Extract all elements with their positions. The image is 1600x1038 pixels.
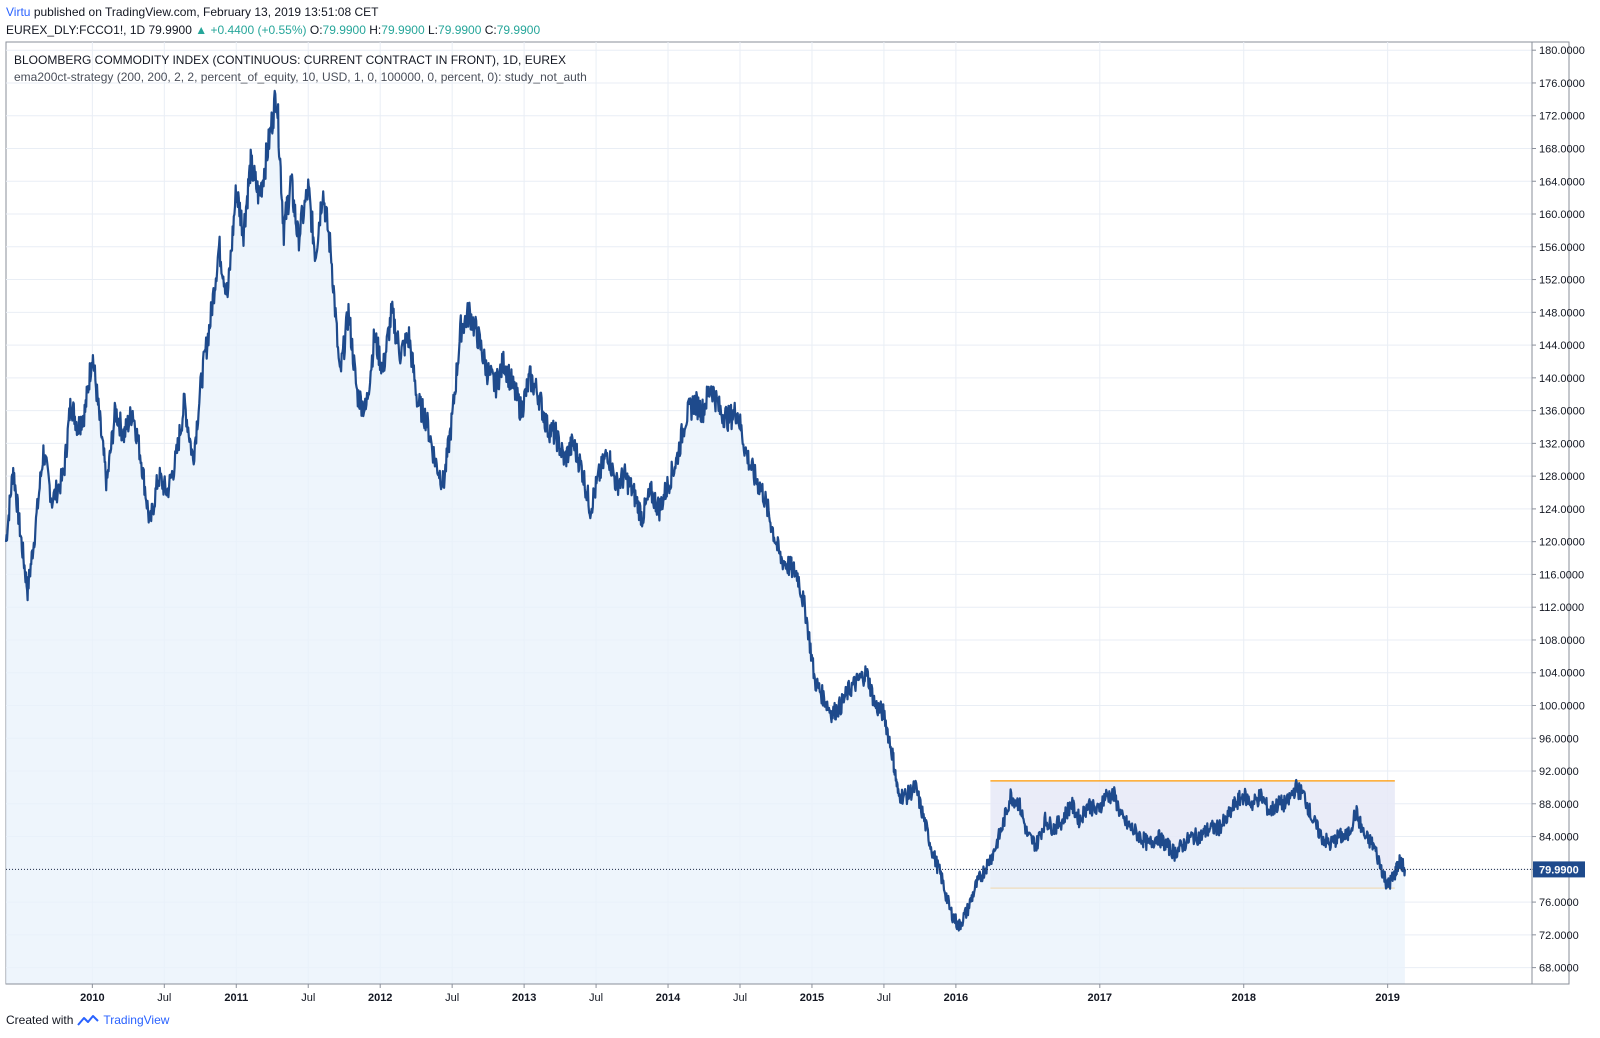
tradingview-logo-icon — [77, 1015, 100, 1026]
x-tick-label: 2011 — [224, 992, 248, 1004]
y-tick-label: 100.0000 — [1539, 700, 1585, 712]
study-legend: ema200ct-strategy (200, 200, 2, 2, perce… — [14, 70, 587, 84]
last-price: 79.9900 — [148, 23, 192, 37]
y-tick-label: 84.0000 — [1539, 832, 1579, 844]
y-tick-label: 152.0000 — [1539, 275, 1585, 287]
y-tick-label: 68.0000 — [1539, 963, 1579, 975]
x-tick-label: 2018 — [1231, 992, 1255, 1004]
y-tick-label: 104.0000 — [1539, 668, 1585, 680]
y-tick-label: 88.0000 — [1539, 799, 1579, 811]
y-tick-label: 72.0000 — [1539, 930, 1579, 942]
y-tick-label: 132.0000 — [1539, 438, 1585, 450]
symbol-name[interactable]: EUREX_DLY:FCCO1!, 1D — [6, 23, 146, 37]
y-tick-label: 136.0000 — [1539, 406, 1585, 418]
x-tick-label: Jul — [733, 992, 747, 1004]
x-tick-label: 2016 — [944, 992, 968, 1004]
close-value: 79.9900 — [496, 23, 541, 37]
y-tick-label: 172.0000 — [1539, 111, 1585, 123]
y-tick-label: 128.0000 — [1539, 471, 1585, 483]
y-tick-label: 76.0000 — [1539, 897, 1579, 909]
low-label: L: — [428, 23, 439, 37]
y-tick-label: 96.0000 — [1539, 733, 1579, 745]
y-tick-label: 168.0000 — [1539, 143, 1585, 155]
tradingview-link[interactable]: TradingView — [103, 1013, 170, 1027]
price-area — [6, 90, 1405, 984]
y-tick-label: 164.0000 — [1539, 176, 1585, 188]
chart-title: BLOOMBERG COMMODITY INDEX (CONTINUOUS: C… — [14, 53, 566, 67]
price-tag-label: 79.9900 — [1539, 864, 1579, 876]
y-tick-label: 180.0000 — [1539, 45, 1585, 57]
publish-info: Virtu published on TradingView.com, Febr… — [6, 5, 378, 19]
x-tick-label: Jul — [157, 992, 171, 1004]
y-tick-label: 108.0000 — [1539, 635, 1585, 647]
x-tick-label: 2010 — [80, 992, 104, 1004]
x-tick-label: 2013 — [512, 992, 536, 1004]
y-tick-label: 140.0000 — [1539, 373, 1585, 385]
footer: Created with TradingView — [6, 1013, 169, 1027]
x-tick-label: 2014 — [656, 992, 681, 1004]
y-tick-label: 92.0000 — [1539, 766, 1579, 778]
y-tick-label: 148.0000 — [1539, 307, 1585, 319]
y-tick-label: 112.0000 — [1539, 602, 1584, 614]
last-price-tag: 79.9900 — [1533, 861, 1585, 878]
low-value: 79.9900 — [438, 23, 482, 37]
created-with-text: Created with — [6, 1013, 74, 1027]
y-tick-label: 120.0000 — [1539, 537, 1585, 549]
y-tick-label: 144.0000 — [1539, 340, 1585, 352]
time-axis[interactable]: 2010 Jul 2011 Jul 2012 Jul 2013 Jul 2014 Jul 2015 J… — [80, 984, 1400, 1004]
x-tick-label: 2017 — [1088, 992, 1112, 1004]
x-tick-label: Jul — [301, 992, 315, 1004]
price-axis[interactable]: 68.000072.000076.000080.000084.000088.00… — [1532, 45, 1585, 975]
y-tick-label: 160.0000 — [1539, 209, 1585, 221]
high-value: 79.9900 — [381, 23, 425, 37]
open-value: 79.9900 — [322, 23, 366, 37]
x-tick-label: Jul — [877, 992, 891, 1004]
y-tick-label: 124.0000 — [1539, 504, 1585, 516]
y-tick-label: 156.0000 — [1539, 242, 1585, 254]
price-change: ▲ +0.4400 (+0.55%) — [195, 23, 307, 37]
price-chart[interactable]: 68.000072.000076.000080.000084.000088.00… — [0, 0, 1600, 1010]
x-tick-label: 2015 — [800, 992, 824, 1004]
author-link[interactable]: Virtu — [6, 5, 31, 19]
price-line[interactable] — [4, 89, 1406, 932]
high-label: H: — [369, 23, 382, 37]
open-label: O: — [309, 23, 323, 37]
symbol-bar: EUREX_DLY:FCCO1!, 1D 79.9900 ▲ +0.4400 (… — [6, 23, 540, 37]
x-tick-label: 2012 — [368, 992, 392, 1004]
price-tag-bg — [1533, 861, 1585, 878]
published-text: published on TradingView.com, February 1… — [33, 5, 379, 19]
x-tick-label: Jul — [445, 992, 459, 1004]
y-tick-label: 176.0000 — [1539, 78, 1585, 90]
x-tick-label: 2019 — [1375, 992, 1399, 1004]
x-tick-label: Jul — [589, 992, 603, 1004]
y-tick-label: 116.0000 — [1539, 569, 1584, 581]
close-label: C: — [484, 23, 497, 37]
